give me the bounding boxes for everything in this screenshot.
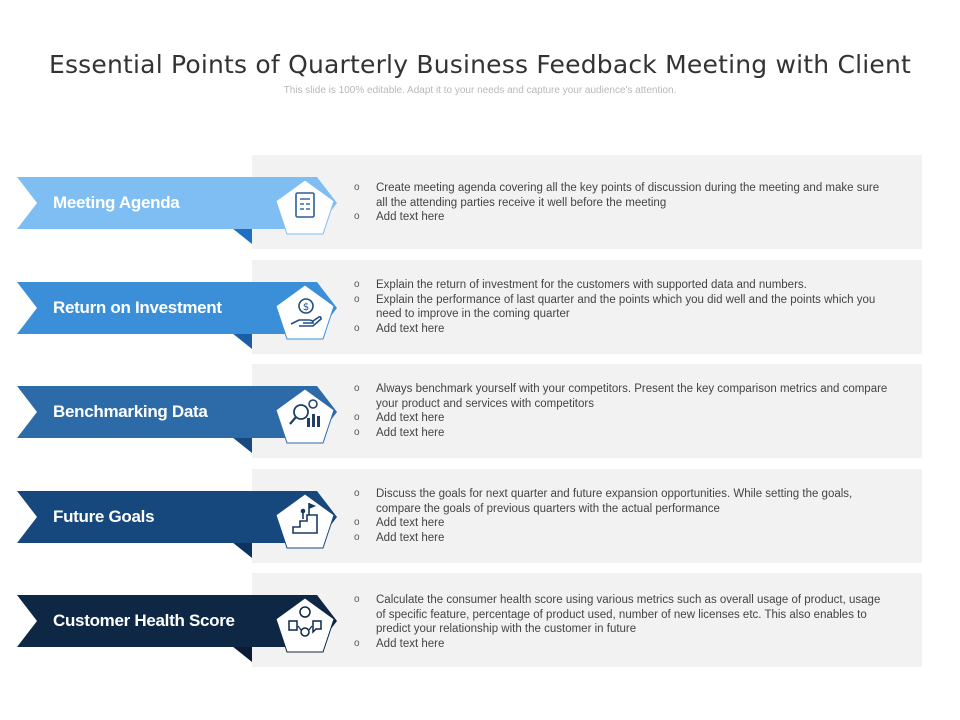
bullet-marker-icon: o (354, 517, 360, 528)
category-label: Customer Health Score (53, 611, 235, 630)
bullet-list: o Calculate the consumer health score usi… (352, 593, 892, 651)
bullet-marker-icon: o (354, 279, 360, 290)
details-panel (252, 573, 922, 667)
svg-text:$: $ (303, 302, 309, 313)
slide-subtitle: This slide is 100% editable. Adapt it to… (283, 85, 677, 96)
banner-fold (232, 228, 252, 244)
bullet-item: o Add text here (352, 531, 892, 546)
category-label: Future Goals (53, 507, 155, 526)
details-panel (252, 364, 922, 458)
bullet-marker-icon: o (354, 637, 360, 649)
bullet-list: o Explain the return of investment for th… (352, 278, 892, 336)
bullet-item: o Explain the return of investment for th… (352, 278, 892, 293)
banner-fold (232, 333, 252, 349)
category-banner: Future Goals (17, 491, 337, 549)
category-label: Benchmarking Data (53, 402, 208, 421)
bullet-marker-icon: o (354, 322, 360, 334)
category-label: Meeting Agenda (53, 193, 180, 212)
category-banner: Benchmarking Data (17, 386, 337, 444)
bullet-text: Add text here (376, 211, 445, 223)
bullet-item: o Add text here (352, 322, 892, 337)
details-panel (252, 155, 922, 249)
bullet-text: Discuss the goals for next quarter and f… (376, 488, 853, 515)
feedback-row: Customer Health Score o Calculate the con… (0, 573, 960, 669)
bullet-item: o Add text here (352, 516, 892, 531)
bullet-text: Add text here (376, 637, 445, 650)
money-hand-icon: $ (275, 284, 335, 340)
bullet-text: Add text here (376, 426, 445, 439)
bullet-text: Create meeting agenda covering all the k… (376, 182, 880, 209)
feedback-row: Meeting Agenda o Create meeting agenda co… (0, 155, 960, 251)
bullet-item: o Discuss the goals for next quarter and … (352, 487, 892, 516)
feedback-row: Benchmarking Data o Always benchmark your… (0, 364, 960, 460)
banner-fold (232, 542, 252, 558)
category-banner: Return on Investment $ (17, 282, 337, 340)
category-banner: Customer Health Score (17, 595, 337, 653)
bullet-list: o Always benchmark yourself with your com… (352, 382, 892, 440)
bullet-text: Always benchmark yourself with your comp… (376, 383, 888, 410)
bullet-marker-icon: o (354, 293, 360, 305)
bullet-item: o Add text here (352, 411, 892, 426)
feedback-row: Return on Investment $ o Explain the retu… (0, 260, 960, 356)
magnifier-chart-icon (275, 388, 335, 444)
bullet-item: o Create meeting agenda covering all the … (352, 181, 892, 210)
bullet-item: o Add text here (352, 637, 892, 652)
bullet-item: o Explain the performance of last quarter… (352, 293, 892, 322)
bullet-marker-icon: o (354, 412, 360, 423)
bullet-item: o Calculate the consumer health score usi… (352, 593, 892, 637)
bullet-list: o Discuss the goals for next quarter and … (352, 487, 892, 545)
bullet-text: Explain the performance of last quarter … (376, 293, 876, 321)
bullet-marker-icon: o (354, 426, 360, 438)
banner-fold (232, 437, 252, 453)
bullet-item: o Add text here (352, 426, 892, 441)
bullet-item: o Add text here (352, 210, 892, 225)
category-banner: Meeting Agenda (17, 177, 337, 235)
bullet-list: o Create meeting agenda covering all the … (352, 181, 892, 225)
bullet-text: Add text here (376, 412, 445, 424)
details-panel (252, 260, 922, 354)
bullet-text: Explain the return of investment for the… (376, 279, 807, 291)
bullet-marker-icon: o (354, 594, 360, 605)
bullet-text: Add text here (376, 531, 445, 544)
details-panel (252, 469, 922, 563)
bullet-text: Calculate the consumer health score usin… (376, 594, 881, 635)
goal-flag-stairs-icon (275, 493, 335, 549)
feedback-row: Future Goals o Discuss the goals for next… (0, 469, 960, 565)
bullet-marker-icon: o (354, 211, 360, 222)
bullet-marker-icon: o (354, 531, 360, 543)
bullet-marker-icon: o (354, 182, 360, 193)
bullet-marker-icon: o (354, 488, 360, 499)
category-label: Return on Investment (53, 298, 222, 317)
agenda-document-icon (275, 179, 335, 235)
bullet-item: o Always benchmark yourself with your com… (352, 382, 892, 411)
slide-title: Essential Points of Quarterly Business F… (48, 50, 912, 79)
bullet-text: Add text here (376, 517, 445, 529)
banner-fold (232, 646, 252, 662)
bullet-text: Add text here (376, 322, 445, 335)
bullet-marker-icon: o (354, 383, 360, 394)
customer-feedback-icon (275, 597, 335, 653)
